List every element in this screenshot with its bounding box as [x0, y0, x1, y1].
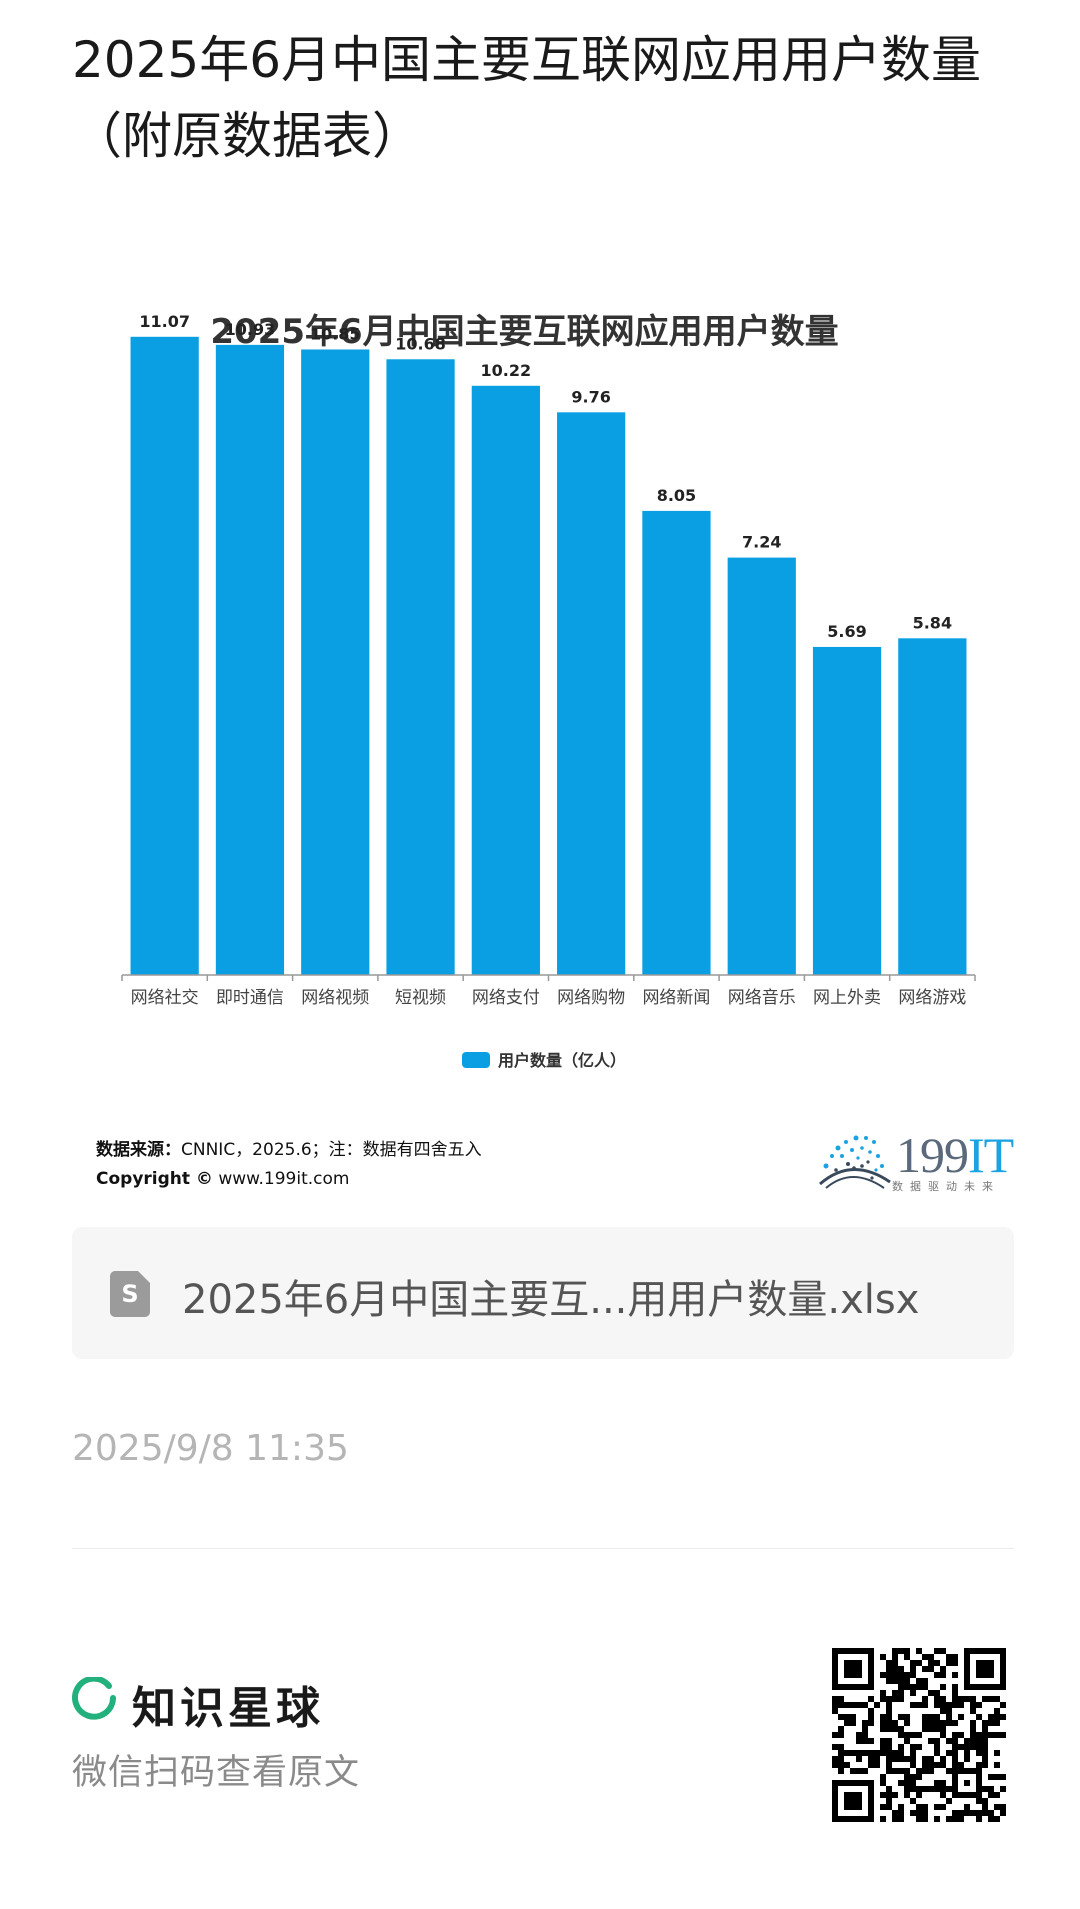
copyright-label: Copyright ©: [96, 1169, 213, 1189]
divider: [72, 1548, 1014, 1549]
brand-wordmark: 199IT: [896, 1127, 1014, 1183]
bar-网络购物: [557, 412, 626, 975]
bar-chart: 2025年6月中国主要互联网应用用户数量 11.07 网络社交 10.93 即时通信 10…: [121, 312, 976, 1070]
zsxq-brand-name: 知识星球: [132, 1683, 324, 1734]
attachment-file-name: 2025年6月中国主要互...用用户数量.xlsx: [182, 1277, 920, 1323]
chart-title: 2025年6月中国主要互联网应用用户数量: [210, 312, 838, 352]
x-tick-label: 网络音乐: [728, 988, 796, 1008]
data-label: 5.69: [827, 622, 866, 641]
source-label: 数据来源：: [96, 1140, 181, 1160]
page-title: 2025年6月中国主要互联网应用用户数量（附原数据表）: [72, 31, 982, 165]
bar-网络社交: [130, 336, 199, 976]
chart-card: 2025年6月中国主要互联网应用用户数量 11.07 网络社交 10.93 即时通信 10…: [72, 270, 1017, 1230]
x-tick-label: 网络新闻: [642, 988, 710, 1008]
data-label: 10.85: [310, 324, 361, 343]
x-tick-label: 网络游戏: [898, 988, 966, 1008]
bar-短视频: [386, 359, 455, 975]
bar-网络游戏: [898, 638, 967, 975]
planet-ring-icon: [72, 1677, 116, 1720]
scan-hint: 微信扫码查看原文: [72, 1753, 361, 1793]
source-text: CNNIC，2025.6；注：数据有四舍五入: [181, 1140, 482, 1160]
data-label: 9.76: [571, 387, 610, 406]
bar-网上外卖: [812, 646, 882, 975]
bar-网络新闻: [642, 510, 711, 975]
data-label: 10.22: [481, 361, 532, 380]
source-block: 数据来源：CNNIC，2025.6；注：数据有四舍五入 Copyright © …: [96, 1136, 482, 1194]
x-tick-label: 网络购物: [557, 988, 625, 1008]
data-label: 10.68: [395, 334, 446, 353]
bar-网络音乐: [727, 557, 796, 975]
legend-label: 用户数量（亿人）: [498, 1051, 626, 1070]
bar-网络支付: [471, 385, 540, 975]
spreadsheet-file-icon: S: [110, 1271, 150, 1317]
bar-网络视频: [301, 349, 370, 976]
bar-即时通信: [215, 344, 285, 975]
legend-swatch: [462, 1052, 490, 1068]
dandelion-dots-logo-icon: [819, 1135, 891, 1189]
copyright-site: www.199it.com: [218, 1169, 350, 1189]
data-label: 5.84: [913, 613, 952, 632]
x-tick-label: 网上外卖: [813, 988, 881, 1008]
data-label: 10.93: [225, 320, 276, 339]
x-tick-label: 即时通信: [216, 988, 284, 1008]
qr-code-icon[interactable]: [832, 1648, 1006, 1822]
data-label: 11.07: [139, 312, 190, 331]
post-date: 2025/9/8 11:35: [72, 1428, 349, 1469]
x-tick-label: 网络社交: [131, 988, 199, 1008]
attachment-file-card[interactable]: S 2025年6月中国主要互...用用户数量.xlsx: [72, 1227, 1014, 1359]
x-tick-label: 网络支付: [472, 988, 540, 1008]
brand-slogan: 数据驱动未来: [892, 1180, 1000, 1193]
x-tick-label: 短视频: [395, 988, 446, 1008]
data-label: 8.05: [657, 486, 696, 505]
data-label: 7.24: [742, 533, 781, 552]
x-tick-label: 网络视频: [301, 988, 369, 1008]
